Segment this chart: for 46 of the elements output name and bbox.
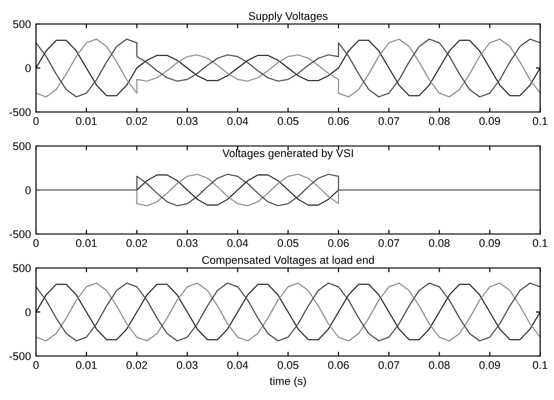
x-tick-label: 0.1: [532, 117, 548, 126]
x-tick-label: 0.08: [428, 361, 450, 370]
chart-title: Supply Voltages: [248, 12, 328, 22]
x-tick-label: 0.01: [76, 239, 97, 248]
x-tick-label: 0.01: [76, 117, 97, 126]
x-tick-label: 0.02: [126, 239, 148, 248]
x-tick-label: 0.09: [479, 117, 500, 126]
chart-title: Compensated Voltages at load end: [202, 256, 374, 266]
x-tick-label: 0.07: [378, 239, 400, 248]
chart-title: Voltages generated by VSI: [222, 148, 353, 160]
x-tick-label: 0: [33, 117, 39, 126]
y-tick-label: 500: [13, 20, 31, 28]
x-tick-label: 0.03: [176, 361, 198, 370]
x-axis-title: time (s): [270, 376, 306, 388]
y-tick-label: 0: [25, 64, 31, 72]
y-tick-label: -500: [9, 352, 31, 360]
x-tick-label: 0.06: [328, 117, 349, 126]
x-tick-label: 0.06: [328, 239, 349, 248]
x-tick-label: 0.07: [378, 361, 400, 370]
x-tick-label: 0.05: [278, 239, 298, 248]
x-tick-label: 0.04: [227, 361, 248, 370]
x-tick-label: 0: [33, 239, 39, 248]
x-tick-label: 0.03: [176, 239, 198, 248]
x-tick-label: 0.01: [76, 361, 97, 370]
y-tick-label: -500: [9, 230, 31, 238]
y-tick-label: 500: [13, 142, 31, 150]
x-tick-label: 0.05: [278, 117, 298, 126]
x-tick-label: 0.06: [328, 361, 349, 370]
x-tick-label: 0.03: [176, 117, 198, 126]
y-tick-label: -500: [9, 108, 31, 116]
x-tick-label: 0.05: [278, 361, 298, 370]
x-tick-label: 0.09: [479, 239, 500, 248]
x-tick-label: 0.07: [378, 117, 400, 126]
x-tick-label: 0.04: [227, 239, 248, 248]
y-tick-label: 0: [25, 308, 31, 316]
x-tick-label: 0: [33, 361, 39, 370]
x-tick-label: 0.02: [126, 361, 148, 370]
x-tick-label: 0.08: [428, 117, 450, 126]
x-tick-label: 0.04: [227, 117, 248, 126]
x-tick-label: 0.08: [428, 239, 450, 248]
y-tick-label: 500: [13, 264, 31, 272]
x-tick-label: 0.09: [479, 361, 500, 370]
y-tick-label: 0: [25, 186, 31, 194]
x-tick-label: 0.1: [532, 239, 548, 248]
x-tick-label: 0.02: [126, 117, 148, 126]
x-tick-label: 0.1: [532, 361, 548, 370]
